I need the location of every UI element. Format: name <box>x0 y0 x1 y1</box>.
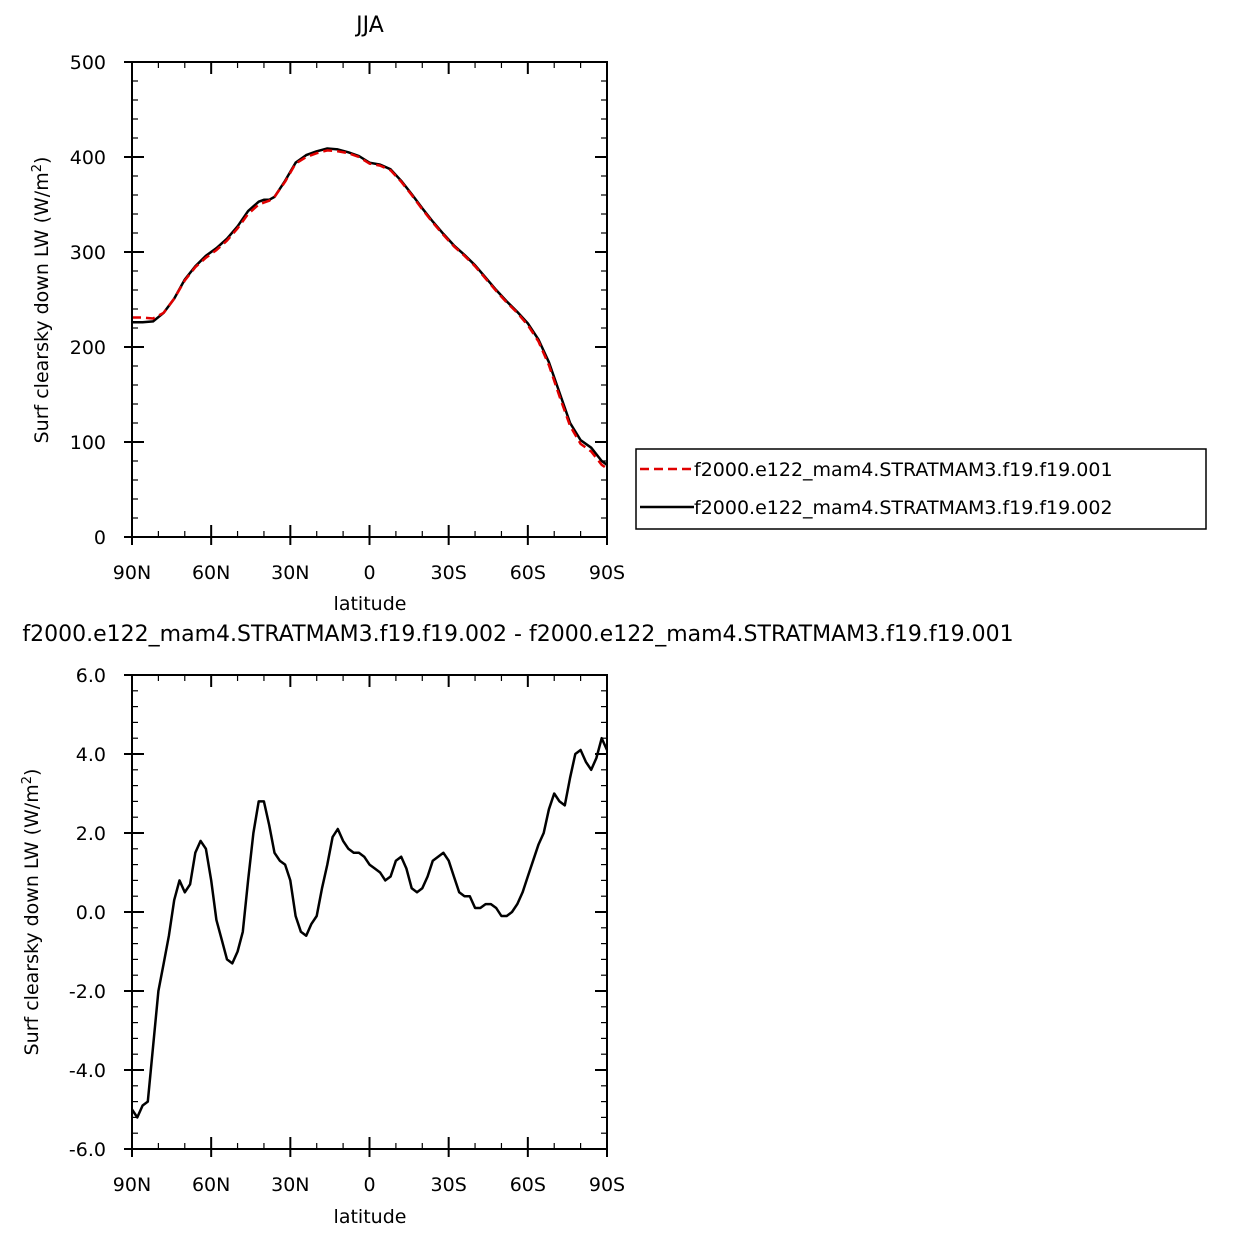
series-line-1 <box>130 736 609 1119</box>
x-tick-label: 30S <box>431 1174 467 1196</box>
series-line-2 <box>132 147 608 466</box>
y-tick-label: 4.0 <box>76 744 106 766</box>
y-tick-label: 200 <box>70 337 106 359</box>
y-tick-label: 0.0 <box>76 902 106 924</box>
top-chart-x-tick-labels: 90N 60N 30N 0 30S 60S 90S <box>113 562 625 584</box>
top-chart-lines <box>132 147 608 470</box>
bottom-chart-lines <box>130 736 609 1119</box>
bottom-chart-x-tick-labels: 90N 60N 30N 0 30S 60S 90S <box>113 1174 625 1196</box>
x-tick-label: 90N <box>113 1174 151 1196</box>
top-chart-y-axis-title: Surf clearsky down LW (W/m2) <box>30 157 54 444</box>
y-tick-label: 2.0 <box>76 823 106 845</box>
y-tick-label: 100 <box>70 432 106 454</box>
x-tick-label: 0 <box>363 1174 375 1196</box>
x-tick-label: 60N <box>192 562 230 584</box>
top-chart-panel: JJA 90N 60N 30N 0 30S 60S 90S 0 100 200 300 400 500… <box>30 13 626 615</box>
y-tick-label: 0 <box>94 527 106 549</box>
series-line-1 <box>132 149 608 470</box>
top-chart-ticks <box>124 61 608 545</box>
x-tick-label: 0 <box>363 562 375 584</box>
legend-entry-series-1: f2000.e122_mam4.STRATMAM3.f19.f19.001 <box>694 459 1113 481</box>
y-tick-label: 300 <box>70 242 106 264</box>
x-tick-label: 60S <box>510 562 546 584</box>
x-tick-label: 30N <box>271 1174 309 1196</box>
legend-entry-series-2: f2000.e122_mam4.STRATMAM3.f19.f19.002 <box>694 497 1113 519</box>
bottom-chart-x-axis-title: latitude <box>334 1206 407 1228</box>
bottom-chart-y-tick-labels: -6.0 -4.0 -2.0 0.0 2.0 4.0 6.0 <box>69 665 106 1161</box>
legend: f2000.e122_mam4.STRATMAM3.f19.f19.001 f2… <box>635 448 1207 530</box>
bottom-chart-y-axis-title: Surf clearsky down LW (W/m2) <box>20 769 44 1056</box>
bottom-chart-panel: f2000.e122_mam4.STRATMAM3.f19.f19.002 - … <box>20 622 1014 1228</box>
y-tick-label: 400 <box>70 147 106 169</box>
top-chart-y-tick-labels: 0 100 200 300 400 500 <box>70 52 106 549</box>
top-chart-frame <box>131 61 608 538</box>
y-tick-label: -4.0 <box>69 1060 106 1082</box>
bottom-chart-title: f2000.e122_mam4.STRATMAM3.f19.f19.002 - … <box>22 622 1013 647</box>
x-tick-label: 30N <box>271 562 309 584</box>
x-tick-label: 30S <box>431 562 467 584</box>
bottom-chart-frame <box>131 674 608 1150</box>
y-tick-label: 500 <box>70 52 106 74</box>
x-tick-label: 90N <box>113 562 151 584</box>
top-chart-title: JJA <box>354 13 384 38</box>
top-chart-x-axis-title: latitude <box>334 593 407 615</box>
x-tick-label: 60S <box>510 1174 546 1196</box>
y-tick-label: 6.0 <box>76 665 106 687</box>
y-tick-label: -6.0 <box>69 1139 106 1161</box>
y-tick-label: -2.0 <box>69 981 106 1003</box>
x-tick-label: 90S <box>589 1174 625 1196</box>
x-tick-label: 90S <box>589 562 625 584</box>
legend-box <box>635 448 1207 530</box>
bottom-chart-ticks <box>124 674 608 1157</box>
x-tick-label: 60N <box>192 1174 230 1196</box>
